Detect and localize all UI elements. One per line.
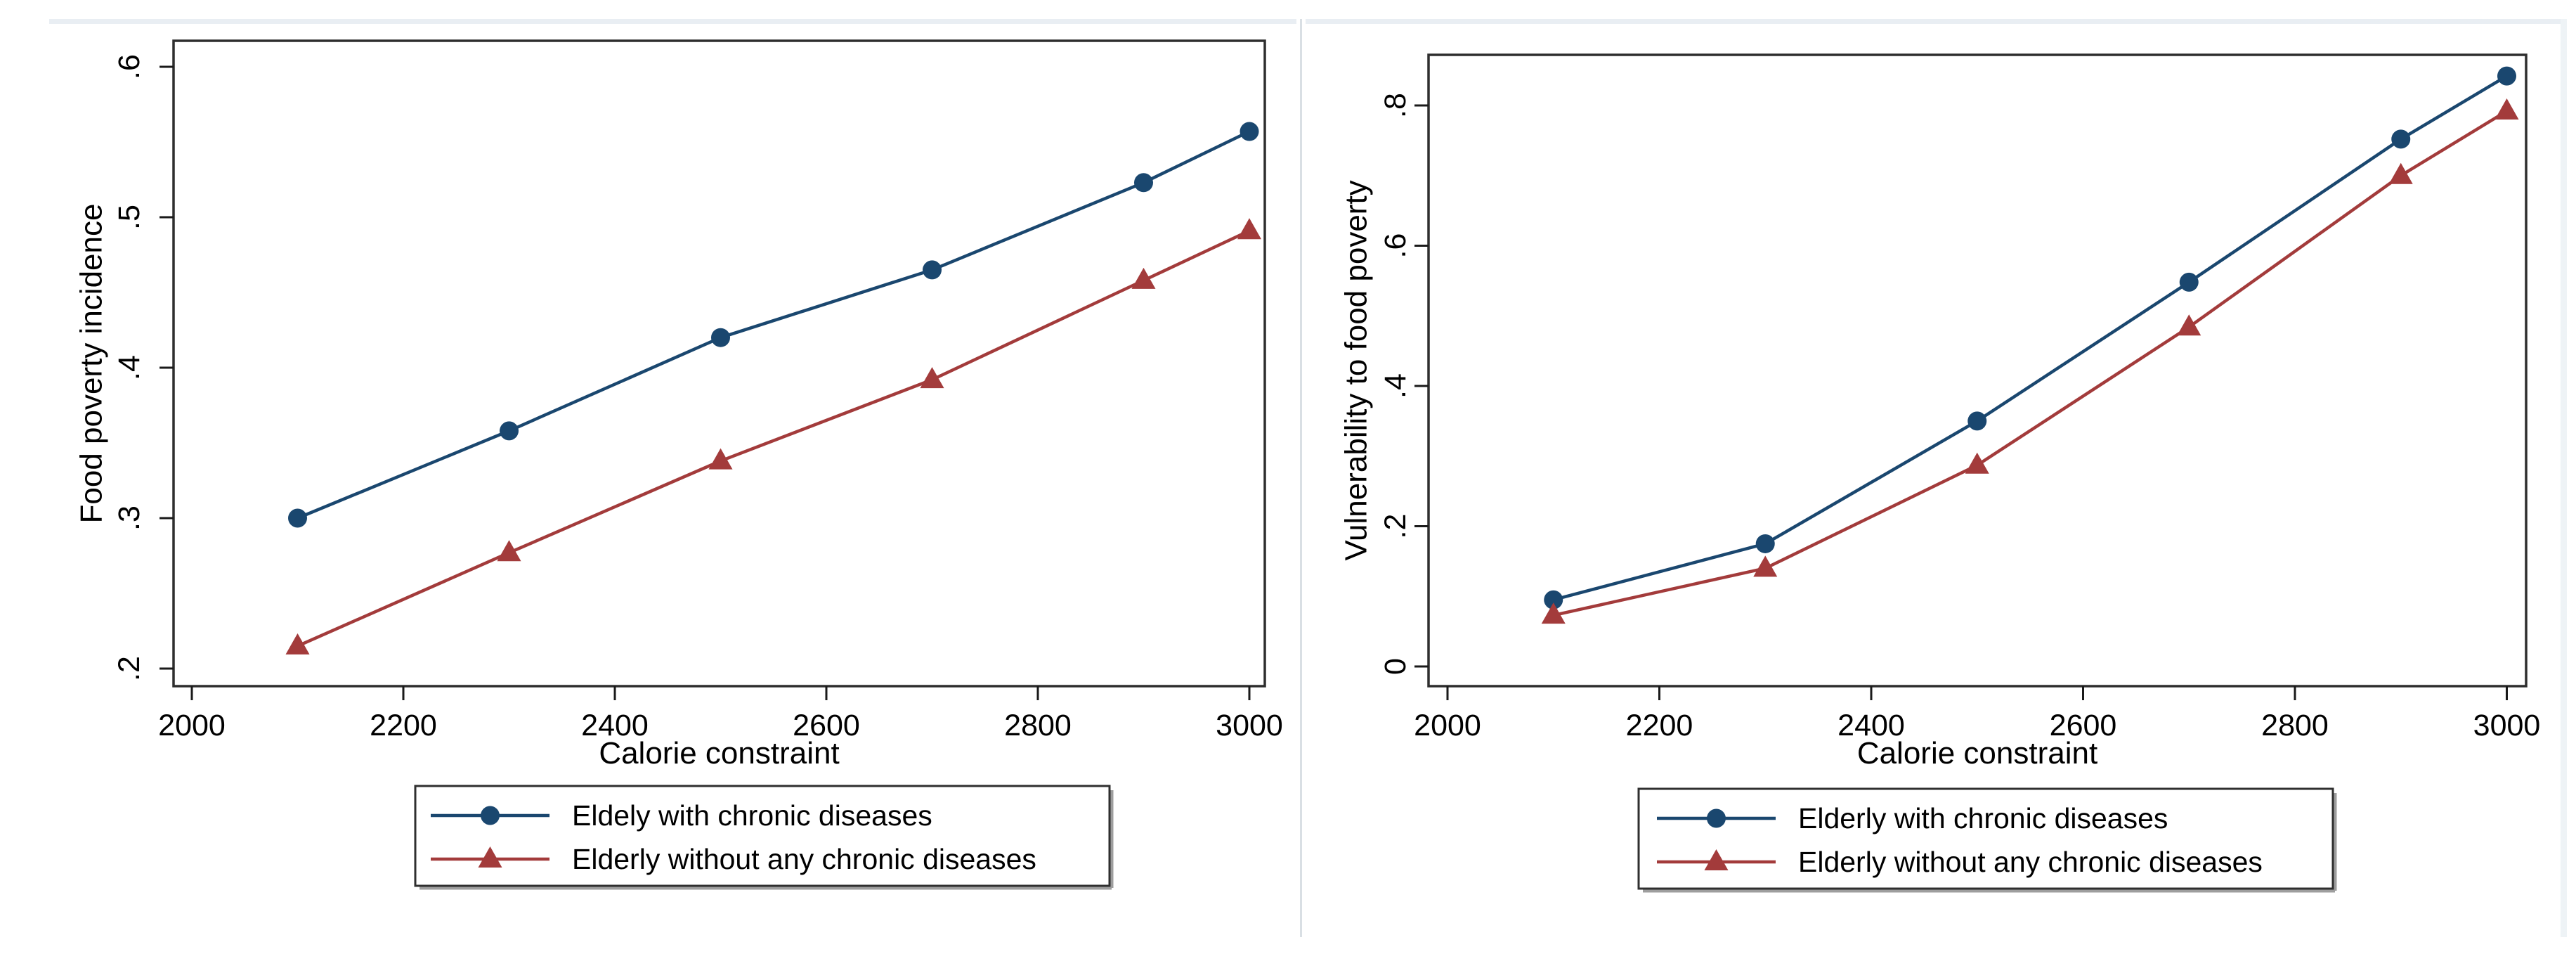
data-point-circle (2391, 129, 2411, 149)
data-point-triangle (285, 633, 310, 655)
chart-left: .2 .3 .4 .5 .6 Food poverty incidence 2000 2200… (74, 39, 1283, 890)
plot-frame (1427, 53, 2528, 688)
data-point-circle (1755, 534, 1775, 553)
x-tick-label: 2400 (1837, 709, 1905, 742)
legend-box (414, 785, 1111, 887)
data-point-triangle (2494, 98, 2519, 120)
legend-label: Elderly without any chronic diseases (572, 843, 1036, 875)
legend-item: Elderly without any chronic diseases (431, 843, 1036, 875)
data-point-triangle (1131, 267, 1156, 289)
x-tick-label: 2000 (1414, 709, 1481, 742)
series-without-chronic-diseases (285, 218, 1261, 655)
x-tick-label: 2000 (158, 709, 226, 742)
legend-marker-circle (481, 806, 500, 825)
y-tick-label: 0 (1379, 658, 1412, 675)
x-axis-title: Calorie constraint (1857, 736, 2097, 771)
figure-edge-decorations (49, 19, 2567, 937)
legend-label: Elderly without any chronic diseases (1798, 846, 2263, 878)
series-line (296, 229, 1251, 648)
x-tick-label: 3000 (2473, 709, 2541, 742)
x-tick-label: 3000 (1216, 709, 1283, 742)
data-point-circle (711, 328, 730, 347)
data-point-circle (1240, 122, 1259, 141)
legend-item: Elderly with chronic diseases (1657, 802, 2168, 834)
data-point-circle (1967, 411, 1987, 431)
chart-right: 0 .2 .4 .6 .8 Vulnerability to food poverty 20… (1339, 53, 2540, 893)
x-tick-label: 2200 (1626, 709, 1693, 742)
data-point-triangle (708, 448, 733, 470)
x-tick-label: 2800 (1004, 709, 1072, 742)
legend: Eldely with chronic diseases Elderly with… (414, 785, 1114, 890)
x-axis: 2000 2200 2400 2600 2800 3000 Calorie constrai… (158, 686, 1283, 771)
data-point-circle (2497, 66, 2516, 86)
x-tick-label: 2400 (581, 709, 649, 742)
y-tick-label: .5 (112, 205, 146, 230)
data-point-triangle (920, 367, 944, 389)
series-line (296, 129, 1251, 520)
left-figure-top-edge (49, 19, 1296, 24)
y-tick-label: .4 (1379, 373, 1412, 399)
series-line (1552, 109, 2509, 617)
series-line (1552, 74, 2509, 602)
y-axis: 0 .2 .4 .6 .8 Vulnerability to food poverty (1339, 93, 1429, 675)
x-tick-label: 2800 (2261, 709, 2329, 742)
legend-item: Elderly without any chronic diseases (1657, 846, 2263, 878)
data-point-circle (288, 508, 307, 528)
plot-frame (172, 39, 1266, 688)
legend: Elderly with chronic diseases Elderly wit… (1637, 787, 2337, 893)
y-axis-title: Food poverty incidence (74, 204, 109, 524)
series-with-chronic-diseases (288, 122, 1259, 528)
y-tick-label: .6 (112, 54, 146, 79)
data-point-triangle (1541, 602, 1566, 624)
right-figure-top-edge (1306, 19, 2561, 24)
series-with-chronic-diseases (1544, 66, 2516, 610)
y-tick-label: .2 (112, 656, 146, 681)
x-axis: 2000 2200 2400 2600 2800 3000 Calorie constrai… (1414, 686, 2540, 771)
y-tick-label: .6 (1379, 233, 1412, 259)
data-point-triangle (1753, 555, 1778, 577)
legend-item: Eldely with chronic diseases (431, 799, 932, 832)
y-tick-label: .4 (112, 355, 146, 380)
legend-marker-circle (1707, 808, 1726, 828)
legend-label: Eldely with chronic diseases (572, 799, 932, 832)
y-axis: .2 .3 .4 .5 .6 Food poverty incidence (74, 54, 174, 681)
data-point-triangle (1237, 218, 1261, 240)
data-point-triangle (2177, 314, 2201, 336)
legend-box (1637, 787, 2334, 890)
y-tick-label: .2 (1379, 514, 1412, 539)
data-point-triangle (497, 540, 521, 562)
legend-label: Elderly with chronic diseases (1798, 802, 2168, 834)
x-axis-title: Calorie constraint (599, 736, 839, 771)
data-point-circle (2179, 272, 2199, 292)
y-axis-title: Vulnerability to food poverty (1339, 180, 1374, 560)
data-point-circle (923, 260, 942, 280)
legend-marker-triangle (478, 846, 502, 868)
data-point-circle (1134, 173, 1153, 193)
data-point-triangle (1965, 452, 1989, 474)
x-tick-label: 2600 (793, 709, 860, 742)
x-tick-label: 2200 (370, 709, 437, 742)
series-without-chronic-diseases (1541, 98, 2519, 624)
data-point-triangle (2388, 162, 2413, 184)
y-tick-label: .8 (1379, 93, 1412, 118)
data-point-circle (1544, 590, 1563, 610)
y-tick-label: .3 (112, 505, 146, 531)
x-tick-label: 2600 (2050, 709, 2117, 742)
legend-marker-triangle (1704, 849, 1729, 870)
data-point-circle (500, 421, 519, 441)
right-figure-right-edge (2561, 19, 2567, 937)
